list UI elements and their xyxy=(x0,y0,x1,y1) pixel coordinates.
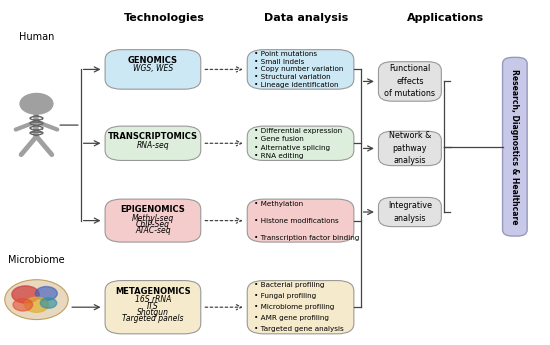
Text: • Copy number variation: • Copy number variation xyxy=(254,67,343,72)
Text: 16S rRNA: 16S rRNA xyxy=(135,295,171,304)
FancyBboxPatch shape xyxy=(248,50,354,89)
Text: RNA-seq: RNA-seq xyxy=(136,141,169,150)
Text: • AMR gene profiling: • AMR gene profiling xyxy=(254,315,329,321)
Text: EPIGENOMICS: EPIGENOMICS xyxy=(120,205,185,214)
Text: Network &
pathway
analysis: Network & pathway analysis xyxy=(389,131,431,166)
Text: • Bacterial profiling: • Bacterial profiling xyxy=(254,282,324,288)
Text: • Microbiome profiling: • Microbiome profiling xyxy=(254,304,334,310)
Text: Microbiome: Microbiome xyxy=(8,255,65,265)
FancyBboxPatch shape xyxy=(378,197,441,227)
Text: Data analysis: Data analysis xyxy=(264,13,348,23)
Text: • Gene fusion: • Gene fusion xyxy=(254,136,304,142)
FancyBboxPatch shape xyxy=(378,131,441,166)
FancyBboxPatch shape xyxy=(105,280,201,334)
Text: Applications: Applications xyxy=(407,13,484,23)
Text: Shotgun: Shotgun xyxy=(137,308,169,317)
Circle shape xyxy=(13,299,32,311)
FancyBboxPatch shape xyxy=(105,126,201,160)
Text: • Structural variation: • Structural variation xyxy=(254,74,331,80)
Text: Research, Diagnostics & Healthcare: Research, Diagnostics & Healthcare xyxy=(510,69,519,225)
Circle shape xyxy=(5,280,68,319)
Text: Targeted panels: Targeted panels xyxy=(122,314,184,323)
Text: • Point mutations: • Point mutations xyxy=(254,51,317,57)
Text: ATAC-seq: ATAC-seq xyxy=(135,226,170,235)
FancyBboxPatch shape xyxy=(378,62,441,101)
Text: • Alternative splicing: • Alternative splicing xyxy=(254,145,330,150)
Text: TRANSCRIPTOMICS: TRANSCRIPTOMICS xyxy=(108,132,198,141)
FancyBboxPatch shape xyxy=(248,280,354,334)
Text: ITS: ITS xyxy=(147,302,159,310)
FancyBboxPatch shape xyxy=(105,199,201,242)
Circle shape xyxy=(40,298,57,308)
FancyBboxPatch shape xyxy=(105,50,201,89)
Circle shape xyxy=(35,287,57,300)
FancyBboxPatch shape xyxy=(248,126,354,160)
Text: Human: Human xyxy=(19,32,54,42)
Text: • Targeted gene analysis: • Targeted gene analysis xyxy=(254,326,344,332)
Text: Technologies: Technologies xyxy=(123,13,204,23)
Text: • Lineage identification: • Lineage identification xyxy=(254,82,338,88)
Text: • Methylation: • Methylation xyxy=(254,200,303,207)
Circle shape xyxy=(20,93,53,114)
Text: Methyl-seq: Methyl-seq xyxy=(132,214,174,223)
Text: Integrative
analysis: Integrative analysis xyxy=(388,201,432,223)
Text: GENOMICS: GENOMICS xyxy=(128,56,178,65)
Text: • Histone modifications: • Histone modifications xyxy=(254,218,339,224)
Text: METAGENOMICS: METAGENOMICS xyxy=(115,287,191,296)
Text: ChIP-Seq: ChIP-Seq xyxy=(136,220,170,229)
Text: • Differential expression: • Differential expression xyxy=(254,128,342,134)
Text: • Small Indels: • Small Indels xyxy=(254,59,304,65)
Circle shape xyxy=(24,297,48,312)
Text: Functional
effects
of mutations: Functional effects of mutations xyxy=(384,65,436,98)
Text: WGS, WES: WGS, WES xyxy=(133,65,173,73)
FancyBboxPatch shape xyxy=(503,57,527,236)
Circle shape xyxy=(12,286,39,303)
Text: • RNA editing: • RNA editing xyxy=(254,153,303,159)
FancyBboxPatch shape xyxy=(248,199,354,242)
Text: • Fungal profiling: • Fungal profiling xyxy=(254,293,316,299)
Text: • Transcription factor binding: • Transcription factor binding xyxy=(254,235,359,240)
